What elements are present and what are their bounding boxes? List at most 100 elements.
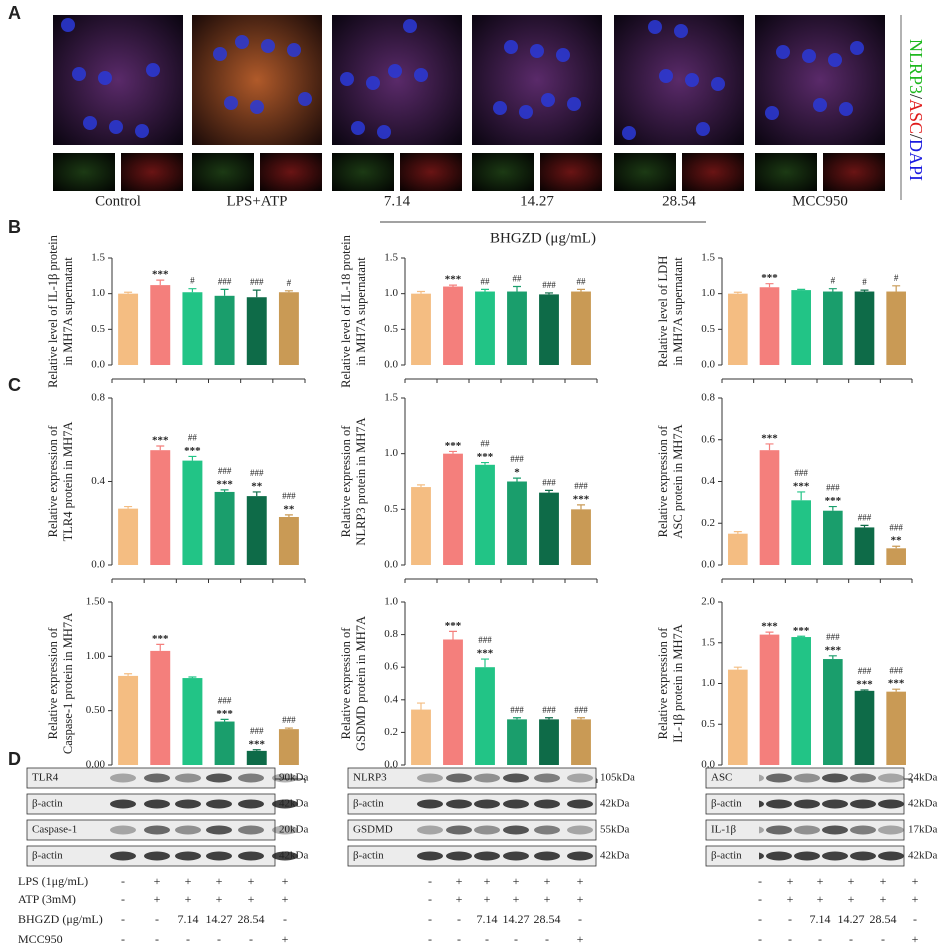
blot-band	[446, 851, 472, 861]
significance-label: ***	[825, 495, 842, 507]
treatment-cell: -	[428, 932, 432, 946]
blot-band	[766, 825, 792, 835]
treatment-cell: +	[282, 932, 289, 946]
treatment-cell: -	[545, 932, 549, 946]
bar	[539, 294, 559, 365]
y-tick-label: 1.0	[384, 287, 398, 299]
protein-label: β-actin	[711, 798, 742, 810]
blot-band	[144, 825, 170, 835]
significance-label: ***	[152, 269, 169, 281]
bar	[475, 291, 495, 365]
bar	[214, 491, 235, 565]
nucleus	[146, 63, 160, 77]
treatment-cell: +	[185, 874, 192, 888]
y-tick-label: 1.5	[384, 252, 398, 264]
size-label: 42kDa	[908, 798, 937, 810]
size-label: 55kDa	[600, 824, 629, 836]
treatment-cell: -	[121, 932, 125, 946]
treatment-cell: +	[282, 874, 289, 888]
protein-label: ASC	[711, 772, 732, 784]
bar	[150, 650, 171, 765]
y-tick-label: 0.6	[701, 433, 715, 445]
bar	[443, 286, 463, 365]
nucleus	[61, 18, 75, 32]
panel-label: C	[8, 375, 21, 395]
treatment-cell: -	[457, 912, 461, 926]
significance-label: ***	[761, 621, 778, 633]
y-tick-label: 0.00	[86, 759, 106, 771]
y-tick-label: 1.50	[86, 596, 106, 608]
error-bar	[860, 689, 869, 691]
treatment-cell: 14.27	[503, 912, 530, 926]
error-bar	[188, 455, 197, 461]
significance-label: ###	[542, 280, 556, 290]
bar	[886, 548, 906, 565]
blot-band	[175, 773, 201, 783]
significance-label: ##	[577, 276, 587, 286]
error-bar	[892, 285, 901, 292]
micrograph-green	[53, 153, 115, 191]
group-label: Control	[95, 193, 141, 209]
size-label: 20kDa	[279, 824, 308, 836]
protein-label: β-actin	[32, 850, 63, 862]
error-bar	[124, 673, 133, 676]
treatment-cell: +	[817, 892, 824, 906]
micrograph-red	[260, 153, 322, 191]
size-label: 17kDa	[908, 824, 937, 836]
error-bar	[449, 630, 457, 640]
bar	[475, 464, 495, 565]
treatment-cell: +	[513, 892, 520, 906]
bar	[571, 291, 591, 365]
significance-label: ***	[249, 738, 266, 750]
error-bar	[252, 491, 261, 497]
y-axis-label: in MH7A supernatant	[671, 257, 685, 366]
blot-band	[567, 851, 593, 861]
treatment-cell: +	[248, 874, 255, 888]
bar	[278, 516, 299, 565]
blot-band	[417, 799, 443, 809]
bar	[728, 669, 748, 765]
error-bar	[449, 450, 457, 454]
blot-band	[474, 851, 500, 861]
treatment-cell: +	[577, 892, 584, 906]
protein-label: β-actin	[353, 798, 384, 810]
treatment-cell: +	[544, 892, 551, 906]
error-bar	[284, 514, 293, 517]
blot-label-bg	[349, 821, 401, 839]
panel-label: A	[8, 3, 21, 23]
bar	[214, 721, 235, 765]
treatment-cell: -	[428, 874, 432, 888]
stain-part: NLRP3	[906, 39, 926, 94]
treatment-cell: -	[155, 912, 159, 926]
bar	[854, 690, 875, 765]
treatment-cell: -	[428, 892, 432, 906]
blot-label-bg	[349, 847, 401, 865]
bar	[411, 487, 431, 565]
error-bar	[545, 717, 553, 720]
error-bar	[765, 443, 774, 451]
significance-label: ###	[826, 483, 840, 493]
bar	[886, 691, 906, 765]
micrograph-green	[614, 153, 676, 191]
y-tick-label: 0.0	[701, 359, 715, 371]
blot-band	[206, 825, 232, 835]
y-tick-label: 1.00	[86, 650, 106, 662]
treatment-label: BHGZD (μg/mL)	[18, 912, 103, 926]
nucleus	[776, 45, 790, 59]
treatment-cell: -	[514, 932, 518, 946]
significance-label: **	[251, 480, 263, 492]
y-tick-label: 0.0	[91, 559, 105, 571]
protein-label: β-actin	[353, 850, 384, 862]
blot-band	[175, 851, 201, 861]
error-bar	[765, 283, 774, 288]
significance-label: ###	[218, 466, 232, 476]
treatment-cell: 7.14	[178, 912, 199, 926]
treatment-cell: -	[283, 912, 287, 926]
blot-band	[238, 851, 264, 861]
micrograph-red	[540, 153, 602, 191]
error-bar	[252, 289, 261, 298]
y-axis-label: NLRP3 protein in MH7A	[354, 417, 368, 545]
treatment-cell: 7.14	[810, 912, 831, 926]
significance-label: ##	[481, 439, 491, 449]
nucleus	[261, 39, 275, 53]
